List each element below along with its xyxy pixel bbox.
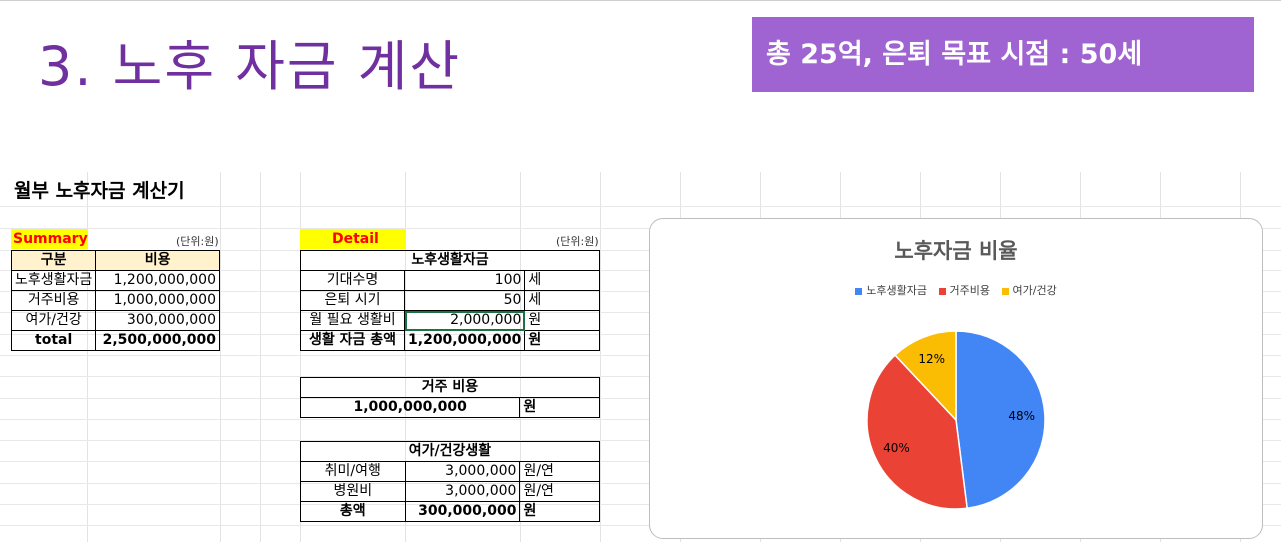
pie-slice-2[interactable] bbox=[866, 354, 968, 510]
table-row: 취미/여행 3,000,000 원/연 bbox=[300, 461, 600, 482]
chart-title: 노후자금 비율 bbox=[894, 239, 1018, 263]
legend-item: 여가/건강 bbox=[1001, 282, 1057, 298]
housing-table: 거주 비용 1,000,000,000 원 bbox=[299, 377, 600, 418]
legend-label: 여가/건강 bbox=[1012, 284, 1057, 297]
table-row: 병원비 3,000,000 원/연 bbox=[300, 481, 600, 502]
pie-plot-area: 48% 40% 12% bbox=[866, 330, 1046, 510]
legend-swatch bbox=[938, 287, 946, 295]
leisure-cell-value[interactable]: 3,000,000 bbox=[404, 461, 521, 482]
summary-header-category[interactable]: 구분 bbox=[10, 250, 97, 271]
living-total-row: 생활 자금 총액 1,200,000,000 원 bbox=[299, 330, 600, 351]
table-row: 기대수명 100 세 bbox=[299, 270, 600, 291]
summary-cell-name[interactable]: 여가/건강 bbox=[10, 310, 97, 331]
summary-header-row: 구분 비용 bbox=[10, 250, 220, 271]
leisure-cell-unit[interactable]: 원/연 bbox=[519, 461, 600, 482]
summary-cell-name[interactable]: 노후생활자금 bbox=[10, 270, 97, 291]
living-cell-name[interactable]: 월 필요 생활비 bbox=[299, 310, 406, 331]
housing-value[interactable]: 1,000,000,000 bbox=[299, 397, 521, 418]
summary-cell-name[interactable]: 거주비용 bbox=[10, 290, 97, 311]
summary-total-name[interactable]: total bbox=[10, 330, 97, 351]
leisure-header-row: 여가/건강생활 bbox=[300, 441, 600, 462]
legend-swatch bbox=[855, 287, 863, 295]
summary-cell-value[interactable]: 1,200,000,000 bbox=[95, 270, 220, 291]
detail-label: Detail bbox=[300, 229, 405, 249]
detail-unit: (단위:원) bbox=[556, 235, 599, 248]
legend-label: 노후생활자금 bbox=[866, 284, 928, 297]
housing-value-row: 1,000,000,000 원 bbox=[299, 397, 600, 418]
pie-data-label: 40% bbox=[883, 441, 910, 455]
living-cell-name[interactable]: 기대수명 bbox=[299, 270, 406, 291]
summary-total-value[interactable]: 2,500,000,000 bbox=[95, 330, 220, 351]
goal-banner: 총 25억, 은퇴 목표 시점 : 50세 bbox=[752, 17, 1254, 92]
housing-unit[interactable]: 원 bbox=[519, 397, 600, 418]
housing-header-row: 거주 비용 bbox=[300, 377, 600, 398]
summary-cell-value[interactable]: 1,000,000,000 bbox=[95, 290, 220, 311]
summary-unit: (단위:원) bbox=[176, 235, 219, 248]
table-row: 월 필요 생활비 2,000,000 원 bbox=[299, 310, 600, 331]
pie-slice-1[interactable] bbox=[955, 330, 1046, 510]
leisure-header[interactable]: 여가/건강생활 bbox=[300, 441, 600, 462]
pie-data-label: 48% bbox=[1008, 409, 1035, 423]
living-header[interactable]: 노후생활자금 bbox=[300, 250, 600, 271]
summary-label: Summary bbox=[11, 229, 88, 249]
leisure-cell-name[interactable]: 취미/여행 bbox=[300, 461, 406, 482]
leisure-table: 여가/건강생활 취미/여행 3,000,000 원/연 병원비 3,000,00… bbox=[300, 441, 600, 522]
leisure-total-row: 총액 300,000,000 원 bbox=[300, 501, 600, 522]
living-total-value[interactable]: 1,200,000,000 bbox=[404, 330, 526, 351]
pie-slice-3[interactable] bbox=[894, 330, 957, 422]
pie-data-label: 12% bbox=[918, 352, 945, 366]
leisure-total-value[interactable]: 300,000,000 bbox=[404, 501, 521, 522]
legend-swatch bbox=[1001, 287, 1009, 295]
leisure-total-unit[interactable]: 원 bbox=[519, 501, 600, 522]
living-total-name[interactable]: 생활 자금 총액 bbox=[299, 330, 406, 351]
living-cell-value-selected[interactable]: 2,000,000 bbox=[404, 310, 526, 331]
slide-title: 3. 노후 자금 계산 bbox=[38, 35, 462, 98]
table-row: 노후생활자금 1,200,000,000 bbox=[10, 270, 220, 291]
housing-header[interactable]: 거주 비용 bbox=[300, 377, 600, 398]
living-cell-value[interactable]: 100 bbox=[404, 270, 526, 291]
legend-item: 노후생활자금 bbox=[855, 282, 927, 298]
leisure-cell-value[interactable]: 3,000,000 bbox=[404, 481, 521, 502]
summary-header-cost[interactable]: 비용 bbox=[95, 250, 220, 271]
living-cell-name[interactable]: 은퇴 시기 bbox=[299, 290, 406, 311]
chart-legend: 노후생활자금 거주비용 여가/건강 bbox=[650, 282, 1262, 298]
legend-item: 거주비용 bbox=[938, 282, 991, 298]
living-table: 노후생활자금 기대수명 100 세 은퇴 시기 50 세 월 필요 생활비 2,… bbox=[299, 250, 600, 351]
table-row: 거주비용 1,000,000,000 bbox=[10, 290, 220, 311]
living-cell-unit[interactable]: 원 bbox=[524, 310, 600, 331]
legend-label: 거주비용 bbox=[949, 284, 991, 297]
table-row: 여가/건강 300,000,000 bbox=[10, 310, 220, 331]
leisure-cell-unit[interactable]: 원/연 bbox=[519, 481, 600, 502]
living-cell-unit[interactable]: 세 bbox=[524, 270, 600, 291]
leisure-cell-name[interactable]: 병원비 bbox=[300, 481, 406, 502]
summary-cell-value[interactable]: 300,000,000 bbox=[95, 310, 220, 331]
living-total-unit[interactable]: 원 bbox=[524, 330, 600, 351]
leisure-total-name[interactable]: 총액 bbox=[300, 501, 406, 522]
top-border bbox=[0, 0, 1281, 1]
living-cell-unit[interactable]: 세 bbox=[524, 290, 600, 311]
summary-total-row: total 2,500,000,000 bbox=[10, 330, 220, 351]
pie-chart[interactable]: 노후자금 비율 노후생활자금 거주비용 여가/건강 48% 40% 12% bbox=[649, 218, 1263, 539]
summary-table: 구분 비용 노후생활자금 1,200,000,000 거주비용 1,000,00… bbox=[10, 250, 220, 351]
living-cell-value[interactable]: 50 bbox=[404, 290, 526, 311]
table-row: 은퇴 시기 50 세 bbox=[299, 290, 600, 311]
living-header-row: 노후생활자금 bbox=[300, 250, 600, 271]
sheet-title: 월부 노후자금 계산기 bbox=[14, 180, 185, 202]
